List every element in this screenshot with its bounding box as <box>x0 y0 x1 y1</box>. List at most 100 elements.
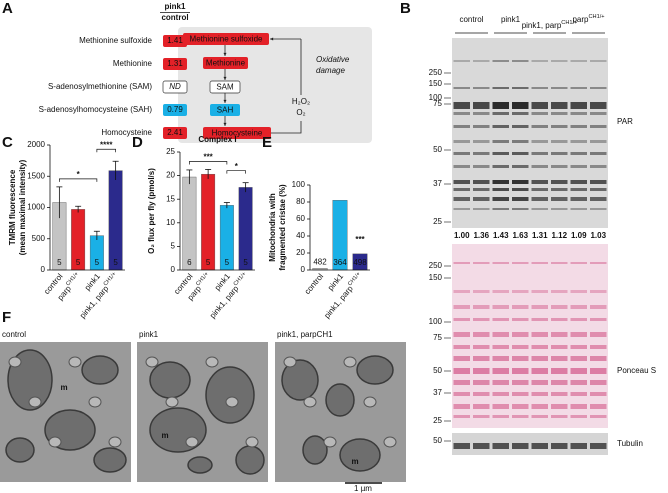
band <box>531 112 548 115</box>
band <box>473 290 490 293</box>
band <box>512 87 529 89</box>
band <box>590 60 607 62</box>
arrow-head <box>223 76 227 80</box>
band <box>531 180 548 184</box>
band <box>512 368 529 374</box>
organelle <box>205 366 255 424</box>
band <box>492 392 509 396</box>
band <box>531 318 548 321</box>
n-label: 5 <box>225 258 230 267</box>
band <box>492 443 509 449</box>
y-tick-label: 2000 <box>27 140 45 149</box>
band <box>590 262 607 264</box>
vesicle <box>145 356 159 368</box>
band <box>512 380 529 385</box>
band <box>512 356 529 361</box>
value-label: 1.31 <box>167 59 183 68</box>
significance: *** <box>355 235 365 244</box>
band <box>492 112 509 115</box>
significance: * <box>77 170 81 179</box>
band <box>512 197 529 201</box>
significance: *** <box>203 153 213 162</box>
bar <box>108 170 123 271</box>
band <box>473 392 490 396</box>
band <box>551 404 568 409</box>
scale-bar-label: 1 µm <box>354 484 372 493</box>
vesicle <box>225 396 239 408</box>
band <box>551 208 568 210</box>
band <box>570 356 587 361</box>
marker-label: 250 <box>429 261 443 270</box>
band <box>531 290 548 293</box>
band <box>473 380 490 385</box>
marker-label: 250 <box>429 68 443 77</box>
band <box>531 140 548 143</box>
band <box>512 208 529 210</box>
organelle <box>339 438 381 472</box>
band <box>453 140 470 143</box>
band <box>453 208 470 210</box>
band <box>492 180 509 184</box>
y-tick-label: 40 <box>296 231 305 240</box>
band <box>551 332 568 337</box>
band <box>453 60 470 62</box>
marker-label: 50 <box>433 366 442 375</box>
band <box>531 392 548 396</box>
vesicle <box>383 436 397 448</box>
organelle <box>149 407 207 453</box>
band <box>531 345 548 349</box>
band <box>473 188 490 191</box>
species-label: H₂O₂ <box>292 97 310 106</box>
band <box>492 165 509 168</box>
band <box>453 102 470 109</box>
band <box>453 380 470 385</box>
blot <box>452 433 608 455</box>
band <box>570 140 587 143</box>
significance-bracket <box>226 170 246 174</box>
significance-bracket <box>189 161 228 165</box>
y-tick-label: 25 <box>166 147 175 156</box>
band <box>551 60 568 62</box>
band <box>570 60 587 62</box>
band <box>492 368 509 374</box>
quantification: 1.09 <box>571 231 587 240</box>
blot-label: Ponceau S <box>617 366 656 375</box>
band <box>531 197 548 201</box>
quantification: 1.31 <box>532 231 548 240</box>
band <box>531 380 548 385</box>
quantification: 1.43 <box>493 231 509 240</box>
y-axis-label: O₂ flux per fly (pmol/s) <box>147 168 156 254</box>
band <box>551 380 568 385</box>
n-label: 6 <box>187 258 192 267</box>
band <box>590 404 607 409</box>
metabolite-name: S-adenosylmethionine (SAM) <box>48 82 152 91</box>
image-label: pink1 <box>139 330 159 339</box>
band <box>473 180 490 184</box>
y-tick-label: 0 <box>301 265 306 274</box>
band <box>551 443 568 449</box>
value-label: 1.41 <box>167 36 183 45</box>
arrow-head <box>223 122 227 126</box>
panel-letter: F <box>2 309 11 326</box>
marker-label: 150 <box>429 79 443 88</box>
band <box>531 443 548 449</box>
band <box>551 112 568 115</box>
band <box>473 332 490 337</box>
band <box>570 152 587 155</box>
band <box>570 197 587 201</box>
vesicle <box>28 396 42 408</box>
band <box>473 345 490 349</box>
metabolite-name: Methionine <box>113 59 153 68</box>
y-tick-label: 20 <box>166 171 175 180</box>
band <box>492 262 509 264</box>
n-label: 5 <box>76 258 81 267</box>
panel-letter: C <box>2 134 13 151</box>
band <box>492 305 509 309</box>
y-axis-label: fragmented cristae (%) <box>278 184 287 271</box>
marker-label: 75 <box>433 99 442 108</box>
band <box>453 404 470 409</box>
image-label: control <box>2 330 26 339</box>
vesicle <box>185 436 199 448</box>
band <box>473 368 490 374</box>
band <box>512 180 529 184</box>
